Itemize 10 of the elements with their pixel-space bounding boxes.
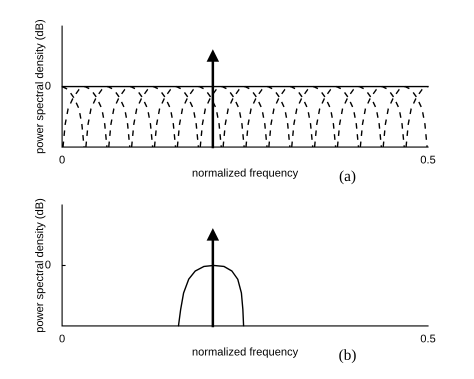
x-axis-title: normalized frequency bbox=[192, 168, 298, 179]
text: (b) bbox=[339, 349, 356, 364]
y-axis-title: power spectral density (dB) bbox=[35, 20, 46, 154]
text: 0 bbox=[45, 260, 51, 268]
x-tick-label: 0.5 bbox=[420, 334, 436, 342]
x-axis-title: normalized frequency bbox=[192, 347, 298, 358]
text: 0 bbox=[45, 82, 51, 90]
y-axis-title: power spectral density (dB) bbox=[35, 198, 46, 332]
text: (a) bbox=[340, 170, 356, 184]
x-tick-label: 0.5 bbox=[420, 156, 436, 164]
